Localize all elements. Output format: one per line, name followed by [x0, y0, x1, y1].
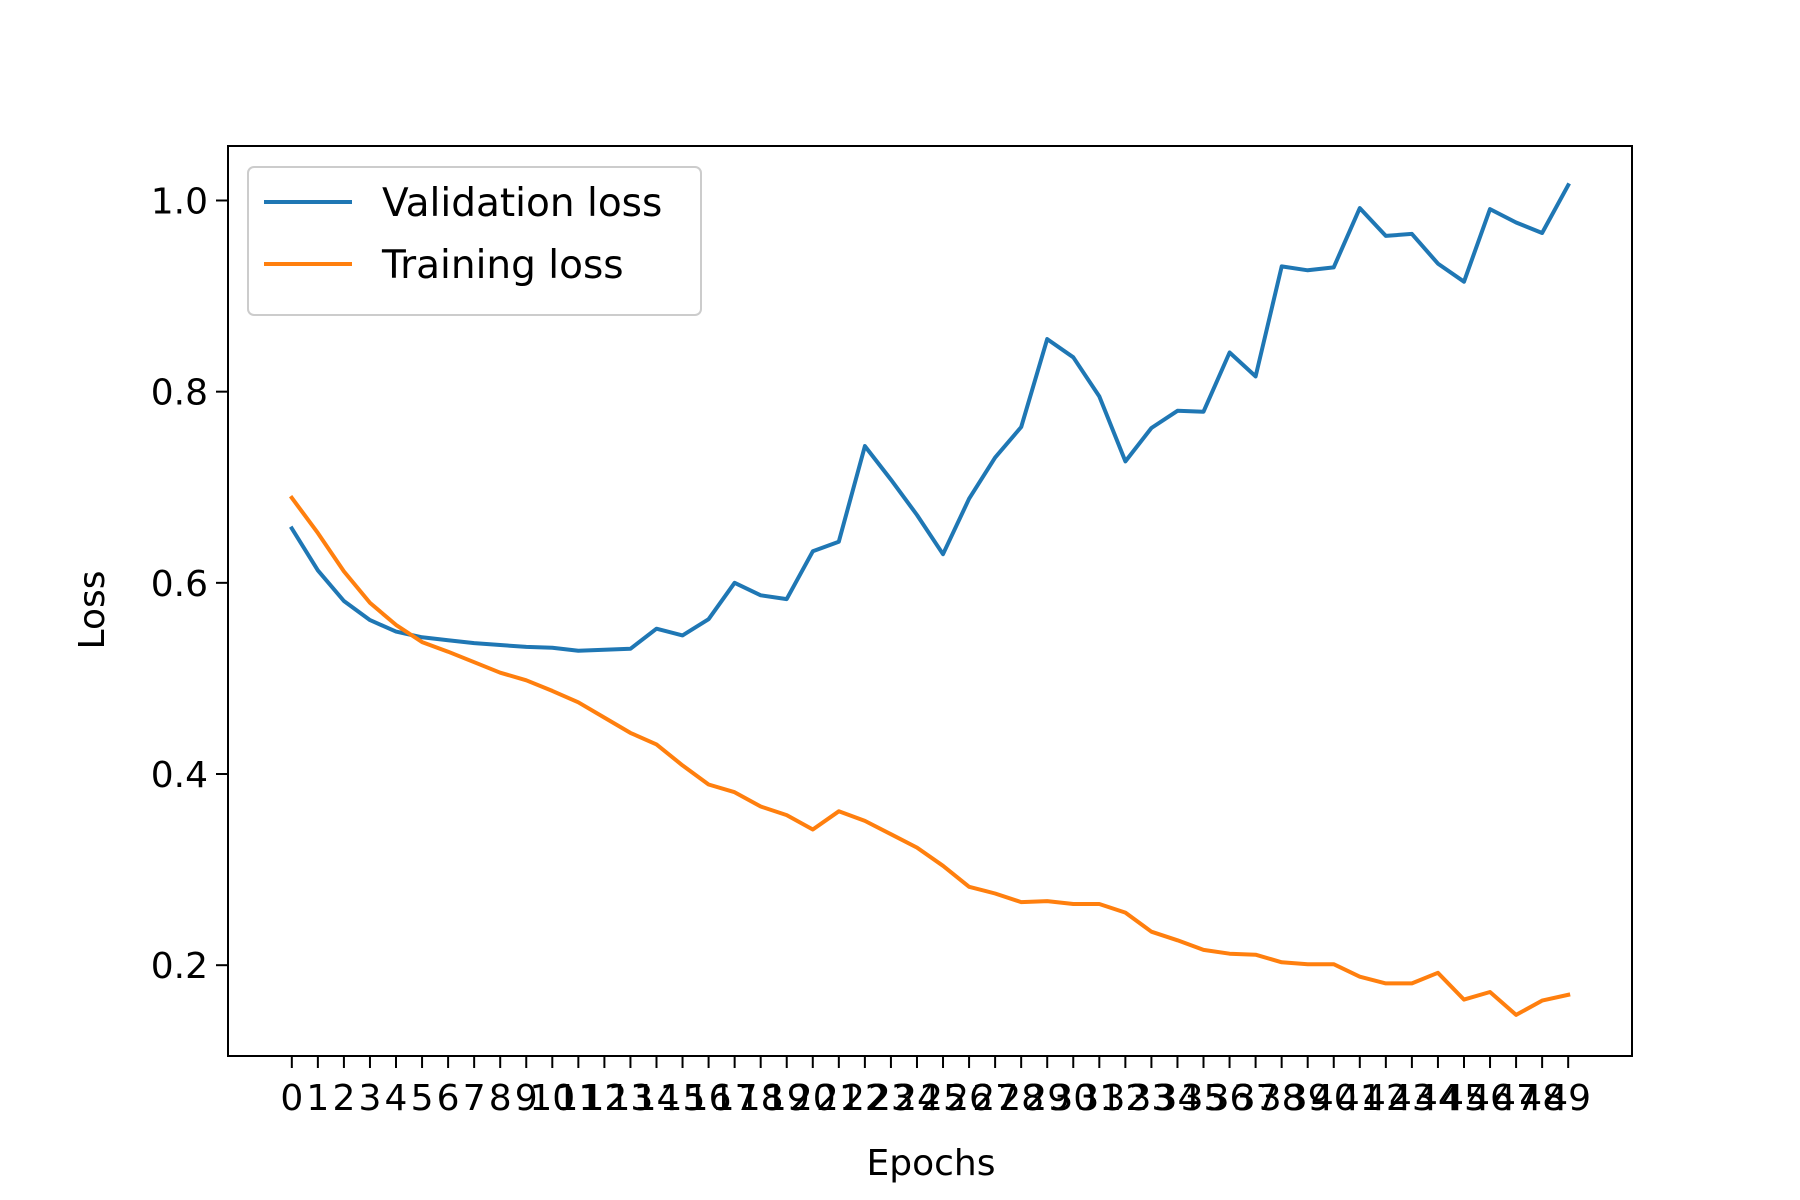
x-tick-label: 14	[634, 1078, 680, 1119]
x-tick-label: 24	[894, 1078, 940, 1119]
x-tick-label: 17	[712, 1078, 758, 1119]
x-tick-label: 45	[1441, 1078, 1487, 1119]
x-tick-label: 0	[280, 1078, 303, 1119]
y-tick-label: 0.6	[151, 564, 208, 605]
x-tick-label: 30	[1050, 1078, 1096, 1119]
x-tick-label: 9	[515, 1078, 538, 1119]
x-tick-label: 44	[1415, 1078, 1461, 1119]
y-axis-label: Loss	[72, 571, 113, 650]
x-tick-label: 40	[1311, 1078, 1357, 1119]
legend: Validation loss Training loss	[247, 166, 702, 316]
x-tick-label: 8	[489, 1078, 512, 1119]
legend-box	[247, 166, 702, 316]
plot-frame	[227, 145, 1633, 1057]
x-tick-label: 36	[1207, 1078, 1253, 1119]
x-tick-label: 49	[1545, 1078, 1591, 1119]
x-tick-label: 4	[385, 1078, 408, 1119]
y-tick-label: 0.8	[151, 373, 208, 414]
x-tick-label: 5	[411, 1078, 434, 1119]
x-tick-label: 31	[1076, 1078, 1122, 1119]
y-tick-label: 0.4	[151, 755, 208, 796]
x-tick-label: 26	[946, 1078, 992, 1119]
x-tick-label: 18	[738, 1078, 784, 1119]
x-tick-label: 15	[660, 1078, 706, 1119]
series-line-validation-loss	[289, 182, 1571, 653]
x-tick-label: 28	[998, 1078, 1044, 1119]
x-tick-label: 38	[1259, 1078, 1305, 1119]
x-tick-label: 41	[1337, 1078, 1383, 1119]
x-tick-label: 33	[1129, 1078, 1175, 1119]
x-tick-label: 22	[842, 1078, 888, 1119]
x-tick-label: 19	[764, 1078, 810, 1119]
x-tick-label: 32	[1102, 1078, 1148, 1119]
x-tick-label: 42	[1363, 1078, 1409, 1119]
x-tick-label: 21	[816, 1078, 862, 1119]
x-tick-label: 11	[555, 1078, 601, 1119]
x-tick-label: 43	[1389, 1078, 1435, 1119]
x-tick-label: 20	[790, 1078, 836, 1119]
x-tick-label: 12	[581, 1078, 627, 1119]
x-tick-label: 29	[1024, 1078, 1070, 1119]
x-tick-label: 13	[608, 1078, 654, 1119]
legend-entry-label: Training loss	[381, 243, 624, 288]
series-line-training-loss	[289, 495, 1571, 1017]
x-tick-label: 34	[1155, 1078, 1201, 1119]
x-tick-label: 39	[1285, 1078, 1331, 1119]
x-tick-label: 1	[306, 1078, 329, 1119]
x-tick-label: 16	[686, 1078, 732, 1119]
x-tick-label: 35	[1181, 1078, 1227, 1119]
x-tick-label: 10	[529, 1078, 575, 1119]
x-tick-label: 3	[359, 1078, 382, 1119]
x-tick-label: 47	[1493, 1078, 1539, 1119]
x-axis-label: Epochs	[867, 1143, 996, 1184]
x-tick-label: 27	[972, 1078, 1018, 1119]
x-tick-label: 48	[1519, 1078, 1565, 1119]
plot-area: 0 1 2 3 4 5 6 7 8 9101112131415161718192021222324…	[151, 145, 1633, 1119]
x-tick-label: 2	[332, 1078, 355, 1119]
x-tick-label: 37	[1233, 1078, 1279, 1119]
x-tick-label: 46	[1467, 1078, 1513, 1119]
x-tick-label: 25	[920, 1078, 966, 1119]
x-tick-label: 23	[868, 1078, 914, 1119]
y-tick-label: 1.0	[151, 181, 208, 222]
x-tick-label: 7	[463, 1078, 486, 1119]
x-tick-label: 6	[437, 1078, 460, 1119]
y-tick-label: 0.2	[151, 946, 208, 987]
legend-entry-label: Validation loss	[382, 181, 662, 226]
